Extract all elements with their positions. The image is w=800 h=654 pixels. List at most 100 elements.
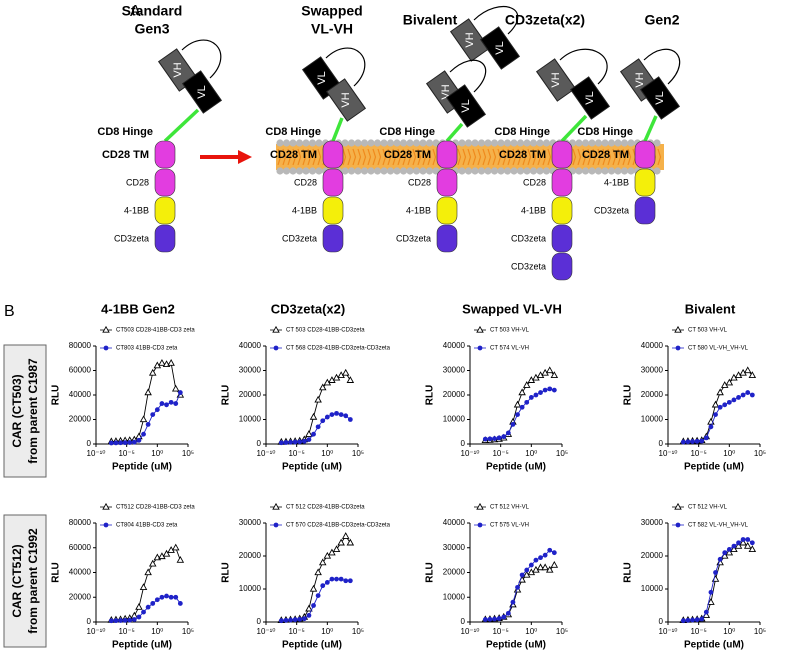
y-tick-label: 30000 xyxy=(443,366,466,375)
lipid-head xyxy=(399,167,408,175)
y-tick-label: 30000 xyxy=(443,543,466,552)
lipid-head xyxy=(464,167,473,175)
lipid-head xyxy=(406,139,414,147)
lipid-head xyxy=(386,167,395,175)
domain-pill xyxy=(322,140,344,169)
data-point xyxy=(150,412,156,417)
data-point xyxy=(545,565,554,573)
scfv-box xyxy=(181,70,223,114)
data-point xyxy=(550,371,559,379)
data-point xyxy=(278,440,284,446)
domain-pill xyxy=(154,196,176,225)
y-tick-label: 20000 xyxy=(239,390,262,399)
data-point xyxy=(743,366,752,374)
domain-label: 4-1BB xyxy=(604,177,629,187)
data-point xyxy=(518,388,526,396)
data-point xyxy=(536,563,545,571)
lipid-head xyxy=(490,167,499,175)
data-point xyxy=(343,413,349,419)
y-tick-label: 10000 xyxy=(641,584,664,593)
domain-label: CD3zeta xyxy=(594,205,629,215)
x-tick-label: 10⁰ xyxy=(321,449,333,458)
linker xyxy=(449,59,487,93)
lipid-head xyxy=(458,139,466,147)
domain-pill xyxy=(551,196,573,225)
domain-label: 4-1BB xyxy=(406,205,431,215)
lipid-head xyxy=(282,139,291,147)
lipid-head xyxy=(315,167,323,175)
y-axis-label: RLU xyxy=(221,562,232,583)
data-point xyxy=(311,431,316,437)
data-point xyxy=(522,381,531,388)
lipid-head xyxy=(282,167,291,175)
scfv-label: VH xyxy=(550,72,562,87)
lipid-head xyxy=(354,139,362,147)
x-tick-label: 10⁻¹⁰ xyxy=(257,449,276,458)
domain-pill xyxy=(436,168,458,197)
x-tick-label: 10⁻¹⁰ xyxy=(659,627,678,636)
lipid-head xyxy=(581,167,590,175)
y-tick-label: 0 xyxy=(87,439,92,448)
x-axis-label: Peptide (uM) xyxy=(282,640,342,651)
legend-marker xyxy=(272,502,280,510)
x-tick-label: 10⁻⁵ xyxy=(492,627,508,636)
x-tick-label: 10⁻¹⁰ xyxy=(257,627,276,636)
lipid-head xyxy=(471,139,479,147)
lipid-head xyxy=(464,139,473,147)
lipid-head xyxy=(354,167,362,175)
data-point xyxy=(542,387,548,393)
domain-label: CD28 TM xyxy=(384,149,431,161)
data-point xyxy=(127,440,133,445)
lipid-head xyxy=(347,167,356,175)
domain-label: 4-1BB xyxy=(521,205,546,215)
data-point xyxy=(154,597,160,603)
scfv-label: VH xyxy=(634,72,646,87)
data-point xyxy=(168,594,174,600)
data-point xyxy=(694,438,700,444)
y-tick-label: 20000 xyxy=(69,592,92,601)
y-tick-label: 40000 xyxy=(443,341,466,350)
data-point xyxy=(118,618,123,623)
lipid-head xyxy=(601,167,609,175)
linker xyxy=(473,6,519,35)
legend-label: CT512 CD28-41BB-CD3 zeta xyxy=(116,505,195,511)
data-point xyxy=(306,613,312,618)
data-point xyxy=(515,584,520,590)
data-point xyxy=(145,422,151,427)
x-tick-label: 10⁻⁵ xyxy=(492,449,508,458)
data-point xyxy=(707,598,715,605)
lipid-head xyxy=(627,167,635,175)
y-tick-label: 10000 xyxy=(443,415,466,424)
data-point xyxy=(547,386,553,392)
domain-label: CD3zeta xyxy=(282,233,317,243)
data-point xyxy=(545,366,554,374)
linker xyxy=(181,39,222,79)
data-point xyxy=(717,404,723,410)
data-point xyxy=(139,583,148,590)
legend-label: CT803 41BB-CD3 zeta xyxy=(116,346,178,352)
y-tick-label: 0 xyxy=(257,439,262,448)
x-tick-label: 10⁻⁵ xyxy=(690,627,706,636)
data-point xyxy=(162,549,171,557)
lipid-head xyxy=(360,167,369,175)
data-point xyxy=(283,617,289,623)
scfv-domain: VH xyxy=(535,58,577,102)
lipid-head xyxy=(373,167,382,175)
data-point xyxy=(734,541,743,549)
chart-title: CD3zeta(x2) xyxy=(271,301,345,316)
data-point xyxy=(176,555,185,563)
chart-title: 4-1BB Gen2 xyxy=(101,301,175,316)
lipid-head xyxy=(607,139,616,147)
data-point xyxy=(725,378,734,386)
legend-label: CT 568 CD28-41BB-CD3zeta-CD3zeta xyxy=(286,346,391,352)
domain-label: CD8 Hinge xyxy=(379,126,435,138)
data-point xyxy=(749,540,755,546)
data-point xyxy=(297,616,303,622)
hinge xyxy=(560,114,588,143)
y-tick-label: 10000 xyxy=(239,584,262,593)
domain-label: CD8 Hinge xyxy=(265,126,321,138)
lipid-head xyxy=(393,167,401,175)
data-point xyxy=(713,570,718,575)
data-point xyxy=(708,424,714,430)
